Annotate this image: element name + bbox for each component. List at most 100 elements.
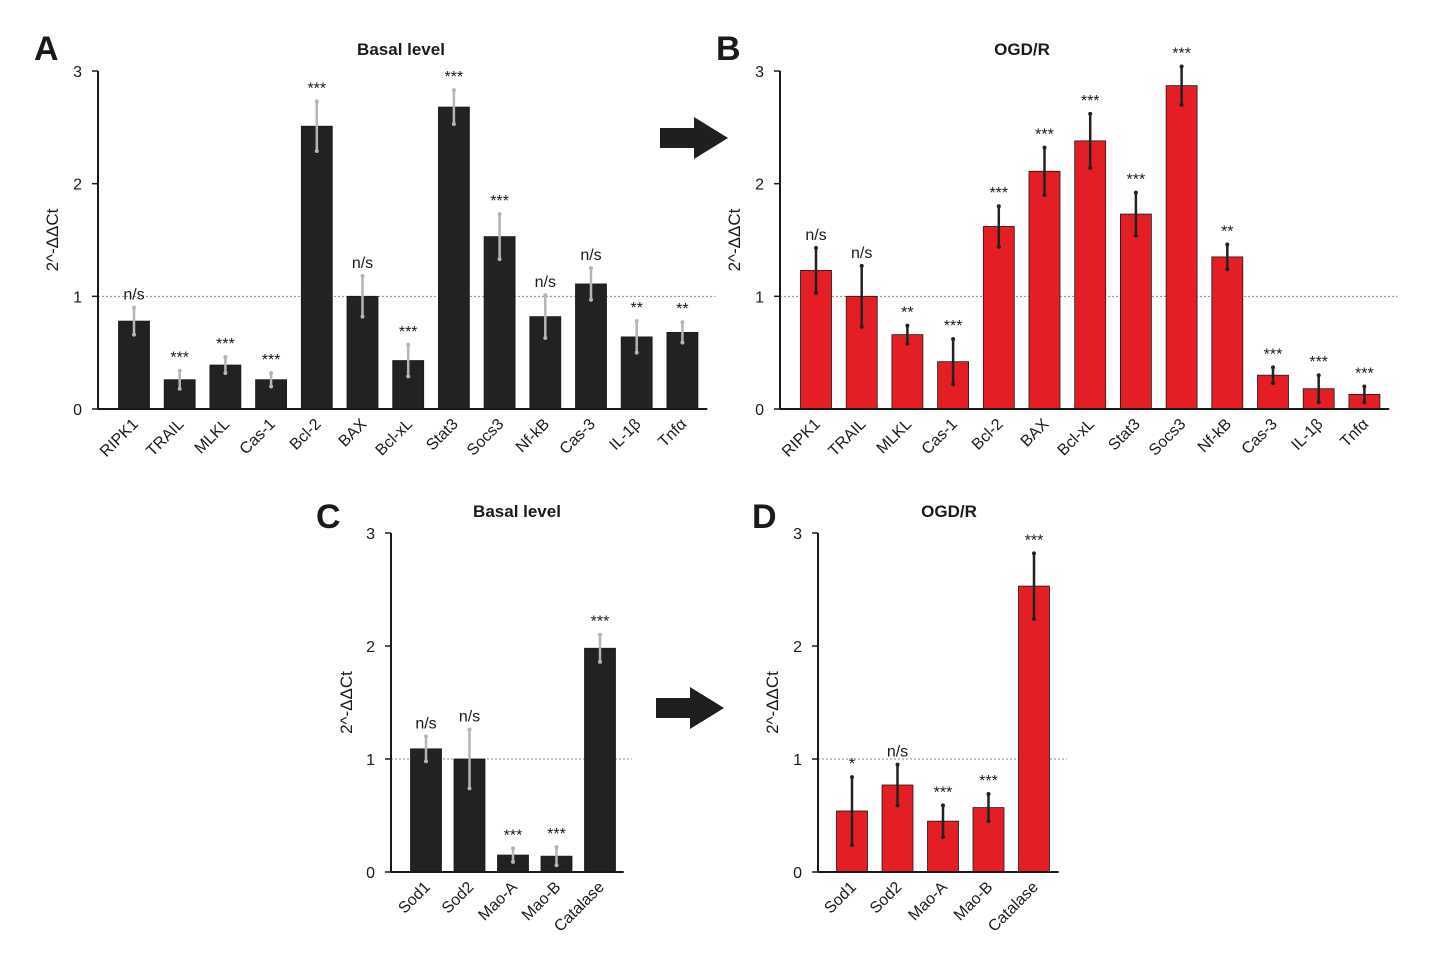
significance-label: *** [1127, 172, 1146, 189]
error-cap [1088, 111, 1093, 116]
significance-label: *** [547, 826, 566, 843]
error-cap [269, 370, 274, 375]
significance-label: *** [979, 773, 998, 790]
bar [982, 226, 1015, 410]
panel-b-chart: OGD/R 2^-ΔΔCt 0 1 2 3 n/s RIPK1 n/s TRAIL ** MLKL **… [725, 40, 1398, 461]
x-tick-label: RIPK1 [779, 416, 824, 461]
error-cap [895, 762, 900, 767]
error-cap [1088, 165, 1093, 170]
x-tick-label: Cas-3 [557, 416, 599, 458]
significance-label: n/s [805, 227, 826, 244]
significance-label: *** [1264, 346, 1283, 363]
bar [891, 334, 924, 410]
error-cap [1179, 102, 1184, 107]
error-cap [1271, 365, 1275, 370]
bar [1165, 85, 1198, 410]
significance-label: *** [262, 352, 281, 369]
error-cap [680, 320, 685, 325]
x-tick-label: Mao-A [475, 879, 521, 925]
error-cap [996, 244, 1001, 249]
y-tick-label: 3 [366, 526, 375, 543]
significance-label: n/s [415, 715, 436, 732]
y-tick-label: 2 [366, 639, 375, 656]
x-tick-label: Tnfα [1337, 416, 1372, 451]
significance-label: *** [399, 324, 418, 341]
significance-label: *** [934, 784, 953, 801]
error-cap [177, 368, 182, 373]
error-cap [467, 786, 472, 791]
significance-label: *** [1081, 93, 1100, 110]
significance-label: n/s [851, 245, 872, 262]
error-cap [951, 337, 956, 342]
error-cap [905, 323, 910, 328]
bar [300, 125, 333, 410]
x-tick-label: Sod2 [867, 879, 906, 918]
error-cap [451, 121, 456, 126]
error-cap [895, 803, 900, 808]
x-tick-label: Sod1 [395, 879, 434, 918]
error-cap [814, 245, 818, 250]
x-tick-label: Tnfα [655, 416, 690, 451]
error-cap [1225, 242, 1230, 247]
x-tick-label: IL-1β [1288, 416, 1326, 454]
error-cap [986, 792, 991, 797]
error-cap [589, 266, 593, 271]
y-tick-label: 0 [755, 402, 764, 419]
error-cap [511, 859, 515, 864]
significance-label: ** [1221, 224, 1233, 241]
x-tick-label: Socs3 [1146, 416, 1190, 460]
error-cap [497, 212, 502, 217]
significance-label: *** [1025, 532, 1044, 549]
x-tick-label: BAX [1018, 416, 1053, 451]
error-cap [1316, 400, 1321, 405]
significance-label: n/s [123, 287, 144, 304]
error-cap [177, 386, 182, 391]
y-axis-label: 2^-ΔΔCt [725, 208, 744, 271]
x-tick-label: IL-1β [606, 416, 644, 454]
bar [1018, 585, 1050, 873]
significance-label: *** [1035, 127, 1054, 144]
significance-label: n/s [352, 255, 373, 272]
bar [483, 236, 516, 410]
chart-title: Basal level [473, 502, 561, 521]
error-cap [1032, 551, 1036, 556]
error-cap [360, 274, 365, 279]
error-cap [859, 324, 864, 329]
bar [584, 647, 616, 873]
error-cap [1362, 400, 1367, 405]
error-cap [986, 819, 991, 824]
x-tick-label: Bcl-2 [287, 416, 325, 454]
significance-label: *** [307, 80, 326, 97]
error-cap [269, 384, 274, 389]
bar [1120, 213, 1152, 410]
panel-letter-d: D [752, 498, 777, 536]
y-tick-label: 3 [73, 64, 82, 81]
error-cap [996, 204, 1001, 209]
chart-title: OGD/R [921, 502, 977, 521]
error-cap [511, 846, 515, 851]
x-tick-label: Cas-1 [237, 416, 279, 458]
bar [1028, 170, 1061, 410]
significance-label: n/s [580, 247, 601, 264]
y-tick-label: 1 [793, 752, 802, 769]
chart-title: OGD/R [994, 40, 1050, 59]
x-tick-label: Sod2 [439, 879, 478, 918]
error-cap [314, 99, 319, 104]
error-cap [941, 834, 945, 839]
x-tick-label: Mao-A [905, 879, 951, 925]
error-cap [554, 863, 559, 868]
error-cap [1362, 384, 1367, 389]
bar [410, 748, 442, 873]
error-cap [1133, 233, 1138, 238]
significance-label: n/s [535, 274, 556, 291]
error-cap [543, 336, 548, 341]
panel-a-chart: Basal level 2^-ΔΔCt 0 1 2 3 n/s RIPK1 *** TRAIL **… [43, 40, 716, 461]
error-cap [223, 355, 228, 360]
error-cap [951, 382, 956, 387]
y-tick-label: 0 [793, 865, 802, 882]
error-cap [451, 88, 456, 93]
y-tick-label: 0 [366, 865, 375, 882]
bar [1211, 256, 1244, 410]
y-tick-label: 2 [755, 177, 764, 194]
y-axis-label: 2^-ΔΔCt [43, 208, 62, 271]
